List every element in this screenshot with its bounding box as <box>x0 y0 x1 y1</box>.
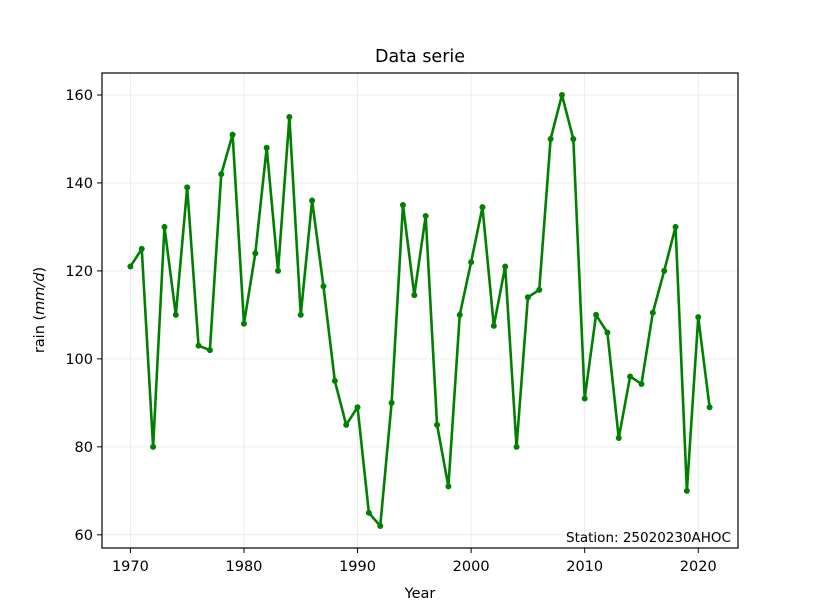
data-point <box>411 292 418 299</box>
y-tick-label: 120 <box>65 264 93 280</box>
data-point <box>479 204 486 211</box>
data-point <box>286 113 293 120</box>
x-axis-label: Year <box>404 586 436 602</box>
data-point <box>206 347 213 354</box>
y-axis-label: rain (mm/d) <box>32 267 48 353</box>
x-tick-label: 2010 <box>566 559 603 575</box>
series-line <box>129 93 711 528</box>
data-point <box>456 311 463 318</box>
data-point <box>399 201 406 208</box>
plot-frame <box>101 72 739 549</box>
data-point <box>331 377 338 384</box>
y-tick-label: 60 <box>75 528 93 544</box>
data-point <box>138 245 145 252</box>
data-point <box>275 267 282 274</box>
data-point <box>445 483 452 490</box>
data-point <box>593 311 600 318</box>
x-axis: 1970 1980 1990 2000 2010 2020 <box>112 548 717 575</box>
chart-title: Data serie <box>375 47 465 67</box>
data-point <box>502 263 509 270</box>
data-point <box>581 395 588 402</box>
y-axis-label-suffix: ) <box>32 267 48 273</box>
data-point <box>240 320 247 327</box>
data-point <box>468 259 475 266</box>
data-point <box>309 197 316 204</box>
data-point <box>320 283 327 290</box>
data-point <box>263 144 270 151</box>
data-point <box>354 404 361 411</box>
data-point <box>184 184 191 191</box>
data-point <box>218 171 225 178</box>
data-point <box>297 311 304 318</box>
data-point <box>513 443 520 450</box>
x-tick-label: 1980 <box>226 559 263 575</box>
data-point <box>365 509 372 516</box>
series-layer <box>127 91 713 530</box>
y-axis-label-prefix: rain ( <box>32 315 48 353</box>
data-point <box>524 294 531 301</box>
x-tick-label: 1970 <box>112 559 149 575</box>
data-point <box>638 380 645 387</box>
y-tick-label: 160 <box>65 88 93 104</box>
y-tick-label: 100 <box>65 352 93 368</box>
data-point <box>150 443 157 450</box>
y-axis: 60 80 100 120 140 160 <box>65 88 102 544</box>
data-point <box>570 135 577 142</box>
data-point <box>604 329 611 336</box>
data-point <box>615 435 622 442</box>
data-point <box>343 421 350 428</box>
data-point <box>434 421 441 428</box>
data-point <box>661 267 668 274</box>
data-point <box>490 322 497 329</box>
station-annotation: Station: 25020230AHOC <box>566 530 731 546</box>
data-point <box>706 404 713 411</box>
data-point <box>161 223 168 230</box>
y-axis-label-unit: mm/d <box>32 272 48 315</box>
data-point <box>195 342 202 349</box>
data-point <box>377 523 384 530</box>
data-point <box>547 135 554 142</box>
y-tick-label: 80 <box>75 440 93 456</box>
data-point <box>127 263 134 270</box>
data-point <box>649 309 656 316</box>
data-point <box>229 131 236 138</box>
data-point <box>172 311 179 318</box>
x-tick-label: 2020 <box>680 559 717 575</box>
data-point <box>627 373 634 380</box>
data-point <box>695 314 702 321</box>
data-point <box>422 212 429 219</box>
data-point <box>558 91 565 98</box>
data-point <box>388 399 395 406</box>
x-tick-label: 1990 <box>339 559 376 575</box>
x-tick-label: 2000 <box>453 559 490 575</box>
data-point <box>683 487 690 494</box>
y-tick-label: 140 <box>65 176 93 192</box>
data-point <box>672 223 679 230</box>
data-point <box>536 286 543 293</box>
data-point <box>252 250 259 257</box>
grid-lines <box>102 73 738 548</box>
